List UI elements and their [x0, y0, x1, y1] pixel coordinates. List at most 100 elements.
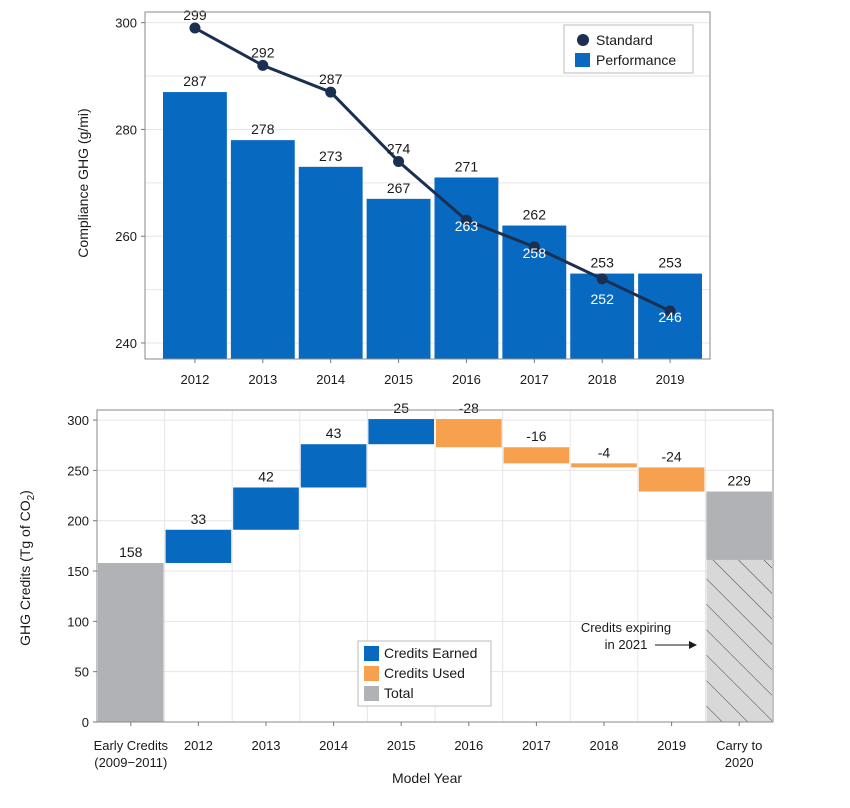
bottom-y-axis-title-end: )	[17, 490, 33, 495]
total-bar	[98, 562, 164, 722]
top-y-axis-title: Compliance GHG (g/mi)	[75, 108, 91, 257]
earned-bar	[368, 419, 434, 445]
waterfall-data-label: -28	[459, 400, 479, 416]
top-data-labels: 299 287 292 278 287 273 274 267 271 263 262 258 253 2…	[183, 7, 682, 325]
waterfall-data-label: -24	[661, 448, 681, 464]
bottom-y-tick-label: 300	[67, 413, 89, 428]
annotation-arrowhead	[689, 641, 697, 649]
top-x-tick-label: 2015	[384, 372, 413, 387]
bottom-data-labels: 158 33 42 43 25 -28 -16 -4 -24 229	[119, 400, 751, 560]
waterfall-data-label: 25	[393, 400, 409, 416]
bottom-x-tick-label: (2009−2011)	[94, 755, 167, 770]
standard-marker	[189, 22, 201, 34]
performance-bar	[163, 92, 227, 360]
legend-total-swatch	[364, 686, 379, 701]
top-x-tick-label: 2012	[180, 372, 209, 387]
bottom-y-tick-label: 150	[67, 564, 89, 579]
bottom-legend: Credits Earned Credits Used Total	[357, 640, 492, 707]
bottom-y-axis-title-main: GHG Credits (Tg of CO	[17, 500, 33, 646]
performance-data-label: 273	[319, 148, 343, 164]
performance-data-label: 278	[251, 121, 275, 137]
legend-used-label: Credits Used	[384, 665, 465, 681]
legend-performance-label: Performance	[596, 52, 676, 68]
waterfall-data-label: -4	[598, 444, 611, 460]
top-x-tick-label: 2019	[656, 372, 685, 387]
bottom-x-tick-label: 2014	[319, 738, 348, 753]
bottom-y-tick-label: 200	[67, 514, 89, 529]
standard-marker	[596, 273, 608, 285]
waterfall-bars	[98, 419, 772, 722]
legend-used-swatch	[364, 666, 379, 681]
legend-earned-swatch	[364, 646, 379, 661]
bottom-x-tick-label: 2018	[590, 738, 619, 753]
performance-bar	[298, 166, 363, 359]
bottom-x-tick-label: 2015	[387, 738, 416, 753]
top-x-tick-label: 2013	[248, 372, 277, 387]
standard-data-label: 263	[455, 218, 479, 234]
waterfall-data-label: 43	[326, 425, 342, 441]
standard-marker	[393, 155, 405, 167]
ghg-credits-waterfall-chart: 158 33 42 43 25 -28 -16 -4 -24 229 0 50 100 150 200 25…	[17, 400, 774, 786]
earned-bar	[233, 487, 299, 530]
standard-data-label: 252	[591, 291, 615, 307]
performance-data-label: 253	[658, 255, 682, 271]
standard-marker	[257, 59, 269, 71]
top-y-tick-label: 280	[115, 122, 137, 137]
top-x-tick-label: 2014	[316, 372, 345, 387]
top-x-tick-label: 2016	[452, 372, 481, 387]
standard-data-label: 299	[183, 7, 207, 23]
earned-bar	[165, 529, 232, 563]
used-bar	[571, 463, 637, 468]
legend-standard-marker	[577, 34, 589, 46]
standard-line	[189, 22, 676, 317]
bottom-y-tick-label: 0	[82, 715, 89, 730]
used-bar	[436, 419, 502, 448]
standard-marker	[528, 241, 540, 253]
performance-data-label: 271	[455, 158, 479, 174]
bottom-x-tick-label: 2012	[184, 738, 213, 753]
annotation-line-1: Credits expiring	[581, 620, 671, 635]
bottom-x-axis-title: Model Year	[392, 770, 462, 786]
standard-line-path	[194, 26, 671, 313]
top-x-tick-labels: 2012 2013 2014 2015 2016 2017 2018 2019	[180, 359, 685, 387]
performance-bar	[230, 140, 295, 359]
bottom-y-axis-title: GHG Credits (Tg of CO2)	[17, 490, 37, 646]
compliance-ghg-chart: 299 287 292 278 287 273 274 267 271 263 262 258 253 2…	[75, 7, 711, 387]
bottom-y-axis-title-subscript: 2	[26, 494, 37, 500]
performance-data-label: 253	[591, 255, 615, 271]
earned-bar	[300, 444, 367, 488]
performance-bars	[163, 92, 702, 360]
performance-data-label: 262	[523, 207, 547, 223]
bottom-y-tick-label: 100	[67, 614, 89, 629]
top-y-tick-labels: 240 260 280 300	[115, 16, 145, 351]
bottom-x-tick-label: 2013	[252, 738, 281, 753]
performance-bar	[570, 273, 635, 359]
standard-data-label: 246	[658, 309, 682, 325]
legend-performance-swatch	[575, 53, 590, 67]
bottom-y-tick-labels: 0 50 100 150 200 250 300	[67, 413, 97, 730]
bottom-x-tick-labels: Early Credits (2009−2011) 2012 2013 2014 2015…	[94, 722, 762, 770]
bottom-x-tick-label: 2020	[725, 755, 754, 770]
top-x-tick-label: 2018	[588, 372, 617, 387]
waterfall-data-label: -16	[526, 428, 546, 444]
legend-total-label: Total	[384, 685, 414, 701]
performance-data-label: 287	[183, 73, 207, 89]
bottom-x-tick-label: Carry to	[716, 738, 762, 753]
performance-data-label: 267	[387, 180, 411, 196]
waterfall-data-label: 158	[119, 544, 143, 560]
top-legend: Standard Performance	[563, 24, 694, 74]
used-bar	[503, 447, 570, 464]
legend-standard-label: Standard	[596, 32, 653, 48]
bottom-x-tick-label: 2016	[454, 738, 483, 753]
standard-data-label: 287	[319, 71, 343, 87]
bottom-y-tick-label: 250	[67, 463, 89, 478]
standard-data-label: 258	[523, 245, 547, 261]
bottom-legend-box	[357, 640, 492, 707]
waterfall-data-label: 42	[258, 468, 274, 484]
top-y-tick-label: 260	[115, 229, 137, 244]
used-bar	[638, 467, 705, 492]
expiring-credits-hatched-bar	[706, 559, 772, 722]
bottom-y-tick-label: 50	[75, 665, 89, 680]
bottom-plot-frame	[96, 409, 774, 723]
